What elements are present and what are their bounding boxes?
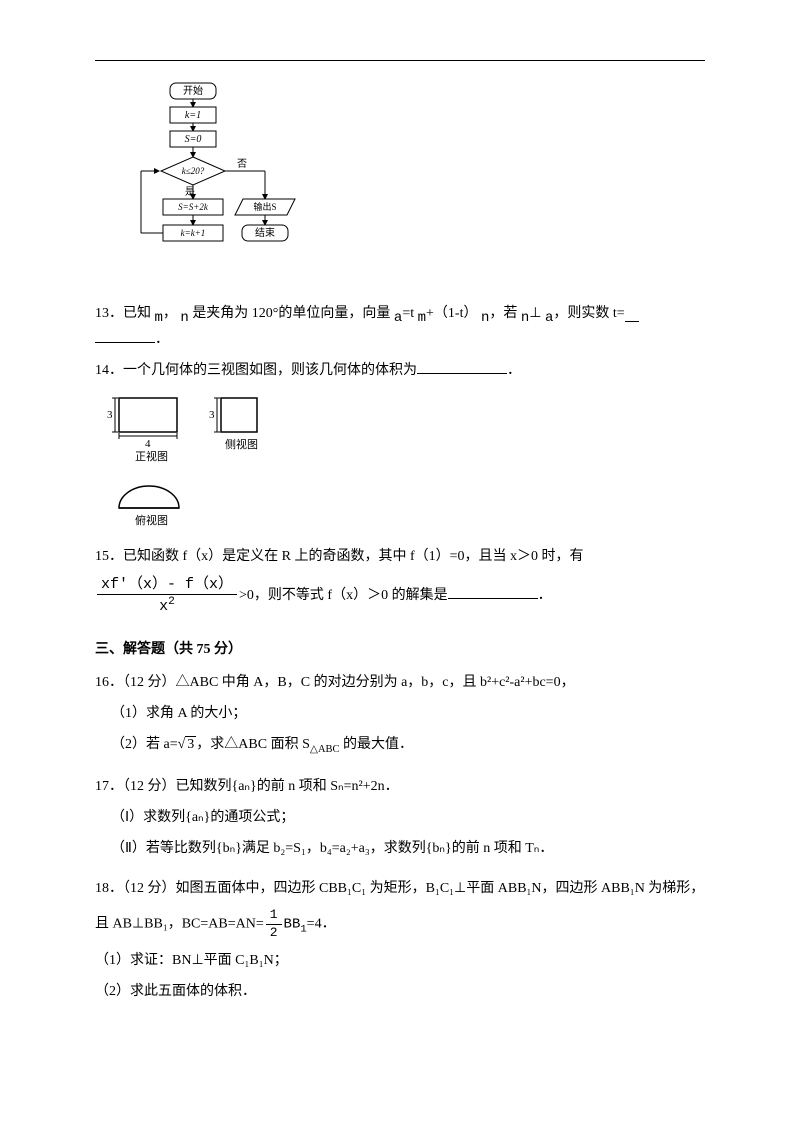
q17-sub1: （Ⅰ）求数列{aₙ}的通项公式； bbox=[111, 805, 705, 830]
q13-a1: a bbox=[394, 310, 402, 326]
sqrt-icon: 3 bbox=[178, 732, 197, 757]
flow-out: 输出S bbox=[253, 201, 276, 212]
question-13: 13．已知 m， n 是夹角为 120°的单位向量，向量 a=t m+（1-t）… bbox=[95, 301, 705, 352]
flow-start: 开始 bbox=[183, 84, 203, 97]
q15-frac: xf′（x）- f（x） x2 bbox=[97, 575, 237, 617]
q13-end: ． bbox=[155, 332, 169, 347]
q18-sub1: （1）求证：BN⊥平面 C₁B₁N； bbox=[95, 948, 705, 973]
front-label: 正视图 bbox=[135, 449, 168, 463]
flow-k1: k=1 bbox=[185, 110, 201, 121]
front-dim3: 3 bbox=[107, 409, 113, 421]
q13-n1: n bbox=[180, 310, 188, 326]
q13-blank bbox=[95, 329, 155, 343]
q16-sub2c: 的最大值． bbox=[340, 737, 414, 752]
side-dim3: 3 bbox=[209, 409, 215, 421]
q18-l2a: 且 AB⊥BB₁，BC=AB=AN= bbox=[95, 916, 264, 931]
question-16: 16．（12 分）△ABC 中角 A，B，C 的对边分别为 a，b，c，且 b²… bbox=[95, 670, 705, 695]
q15-a: 15．已知函数 f（x）是定义在 R 上的奇函数，其中 f（1）=0，且当 x＞… bbox=[95, 549, 584, 564]
q16-sub2sub: △ABC bbox=[310, 744, 340, 755]
flowchart: 开始 k=1 S=0 k≤20? 是 否 S=S+2k k=k+1 输出S 结束 bbox=[125, 81, 705, 281]
q16-sub2a: （2）若 a= bbox=[111, 737, 178, 752]
q13-n3: n bbox=[521, 310, 529, 326]
front-dim4: 4 bbox=[145, 438, 151, 450]
q13-h: ，则实数 t= bbox=[553, 306, 624, 321]
q13-m2: m bbox=[418, 310, 426, 326]
q15-blank bbox=[448, 585, 538, 599]
q13-d: =t bbox=[402, 306, 414, 321]
top-rule bbox=[95, 60, 705, 61]
q13-n2: n bbox=[481, 310, 489, 326]
question-14: 14．一个几何体的三视图如图，则该几何体的体积为 ． bbox=[95, 358, 705, 383]
q14-text: 14．一个几何体的三视图如图，则该几何体的体积为 bbox=[95, 363, 417, 378]
q13-c: 是夹角为 120°的单位向量，向量 bbox=[192, 306, 390, 321]
q15-num: xf′（x）- f（x） bbox=[97, 575, 237, 596]
section-3-title: 三、解答题（共 75 分） bbox=[95, 637, 705, 662]
q14-blank bbox=[417, 360, 507, 374]
flow-updS: S=S+2k bbox=[178, 202, 209, 212]
q17-sub2: （Ⅱ）若等比数列{bₙ}满足 b₂=S₁，b₄=a₂+a₃，求数列{bₙ}的前 … bbox=[111, 836, 705, 861]
flow-s0: S=0 bbox=[185, 134, 202, 145]
q15-den: x2 bbox=[97, 595, 237, 617]
question-17: 17．（12 分）已知数列{aₙ}的前 n 项和 Sₙ=n²+2n． bbox=[95, 774, 705, 799]
q18-frac: 12 bbox=[266, 907, 282, 942]
q16-sub2b: ，求△ABC 面积 S bbox=[196, 737, 310, 752]
q18-sub2: （2）求此五面体的体积． bbox=[95, 979, 705, 1004]
flow-cond: k≤20? bbox=[182, 166, 205, 176]
q15-b: >0，则不等式 f（x）＞0 的解集是 bbox=[239, 588, 448, 603]
q13-m1: m bbox=[155, 310, 163, 326]
side-label: 侧视图 bbox=[225, 437, 258, 451]
flow-no: 否 bbox=[237, 158, 247, 170]
q15-end: ． bbox=[538, 588, 552, 603]
q13-a: 13．已知 bbox=[95, 306, 151, 321]
q16-sub1: （1）求角 A 的大小； bbox=[111, 701, 705, 726]
q13-a2: a bbox=[545, 310, 553, 326]
three-views: 3 4 正视图 3 侧视图 俯视图 bbox=[101, 390, 705, 530]
flow-updK: k=k+1 bbox=[181, 228, 206, 238]
question-15: 15．已知函数 f（x）是定义在 R 上的奇函数，其中 f（1）=0，且当 x＞… bbox=[95, 544, 705, 569]
q14-end: ． bbox=[507, 363, 521, 378]
q18-line2: 且 AB⊥BB₁，BC=AB=AN=12BB1=4． bbox=[95, 907, 705, 942]
q13-b: ， bbox=[163, 306, 177, 321]
q13-e: +（1-t） bbox=[426, 306, 477, 321]
q18-l2c: =4． bbox=[307, 916, 336, 931]
q13-f: ，若 bbox=[489, 306, 517, 321]
q13-g: ⊥ bbox=[529, 306, 541, 321]
question-18: 18．（12 分）如图五面体中，四边形 CBB₁C₁ 为矩形，B₁C₁⊥平面 A… bbox=[95, 876, 705, 901]
q16-line1: 16．（12 分）△ABC 中角 A，B，C 的对边分别为 a，b，c，且 b²… bbox=[95, 675, 575, 690]
question-15-line2: xf′（x）- f（x） x2 >0，则不等式 f（x）＞0 的解集是 ． bbox=[95, 575, 705, 617]
top-label: 俯视图 bbox=[135, 513, 168, 527]
q16-sub2: （2）若 a=3，求△ABC 面积 S△ABC 的最大值． bbox=[111, 732, 705, 760]
q18-l2b: BB bbox=[284, 916, 301, 932]
flow-end: 结束 bbox=[255, 226, 275, 239]
